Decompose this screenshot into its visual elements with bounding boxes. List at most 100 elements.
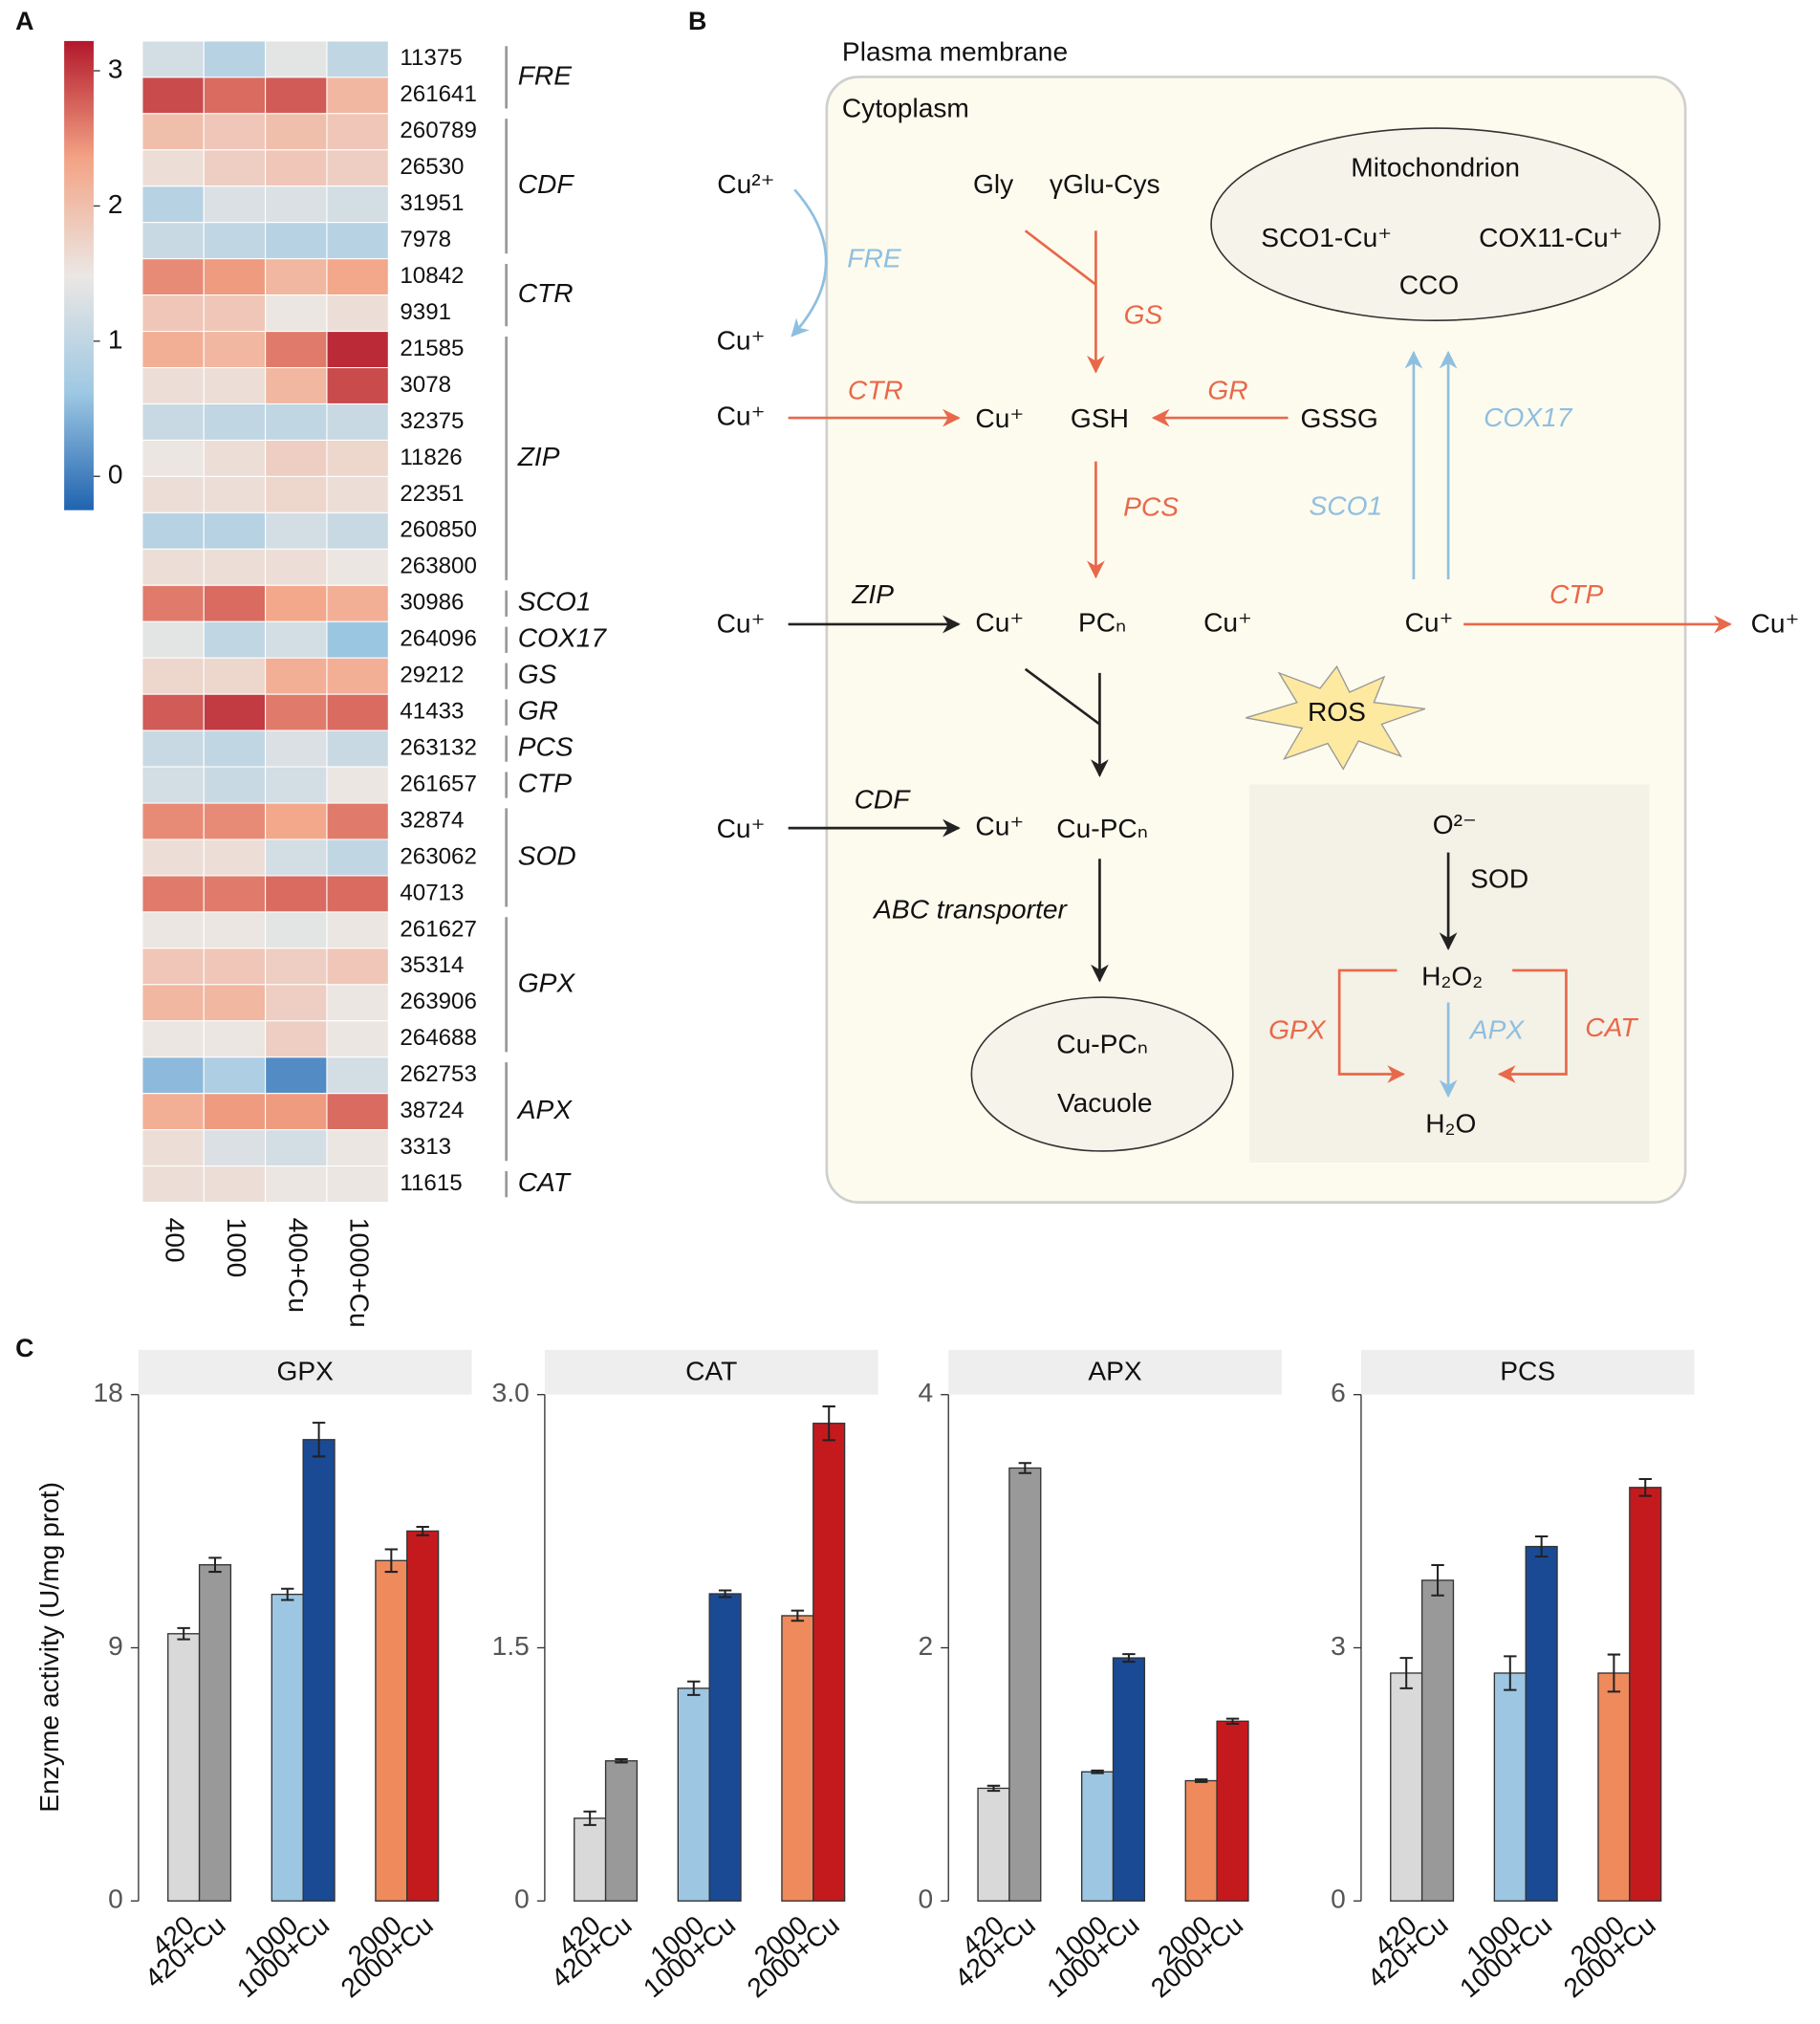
heatmap-cell bbox=[203, 947, 267, 986]
heatmap-cell bbox=[265, 294, 328, 333]
strip bbox=[544, 1349, 878, 1395]
row-label: 30986 bbox=[400, 590, 464, 616]
heatmap-cell bbox=[203, 729, 267, 768]
error-bar bbox=[1399, 1657, 1413, 1689]
heatmap-cell bbox=[141, 548, 205, 586]
bar bbox=[1112, 1657, 1146, 1902]
heatmap-cell bbox=[326, 1056, 389, 1095]
heatmap-cell bbox=[141, 802, 205, 840]
diagram-label: Cu²⁺ bbox=[717, 169, 774, 199]
row-label: 264096 bbox=[400, 626, 477, 652]
heatmap-cell bbox=[141, 475, 205, 513]
row-label: 40713 bbox=[400, 880, 464, 905]
error-bar bbox=[615, 1758, 628, 1764]
heatmap-cell bbox=[265, 729, 328, 768]
diagram-label: Cu⁺ bbox=[717, 325, 766, 355]
heatmap-cell bbox=[203, 1093, 267, 1131]
error-bar bbox=[1194, 1778, 1208, 1783]
heatmap-cell bbox=[265, 439, 328, 477]
bar bbox=[708, 1593, 742, 1902]
heatmap-cell bbox=[265, 222, 328, 260]
heatmap-cell bbox=[141, 984, 205, 1022]
diagram-label: Cu⁺ bbox=[975, 607, 1024, 637]
heatmap-cell bbox=[265, 403, 328, 441]
bar bbox=[167, 1633, 201, 1902]
row-label: 3078 bbox=[400, 372, 451, 398]
group-label: SOD bbox=[518, 840, 576, 870]
bar bbox=[1493, 1672, 1527, 1902]
row-label: 21585 bbox=[400, 336, 464, 361]
y-tick-label: 2 bbox=[918, 1631, 933, 1661]
y-tick-label: 1.5 bbox=[492, 1631, 530, 1661]
bar bbox=[1629, 1487, 1662, 1902]
y-tick-label: 0 bbox=[514, 1884, 530, 1914]
diagram-label: Cu⁺ bbox=[1405, 607, 1454, 637]
heatmap-cell bbox=[326, 984, 389, 1022]
group-label: CTR bbox=[518, 278, 574, 308]
heatmap-cell bbox=[141, 1056, 205, 1095]
bar bbox=[198, 1564, 232, 1902]
y-tick-label: 4 bbox=[918, 1378, 933, 1407]
strip bbox=[1360, 1349, 1695, 1395]
bar bbox=[1080, 1771, 1115, 1902]
heatmap-cell bbox=[203, 838, 267, 877]
heatmap-cell bbox=[326, 222, 389, 260]
y-tick-label: 0 bbox=[1331, 1884, 1346, 1914]
chart-title: GPX bbox=[276, 1356, 334, 1385]
row-label: 11375 bbox=[400, 45, 462, 71]
heatmap-cell bbox=[265, 766, 328, 804]
row-label: 29212 bbox=[400, 663, 464, 688]
arrow bbox=[1024, 229, 1097, 286]
error-bar bbox=[1431, 1563, 1444, 1597]
heatmap-cell bbox=[326, 76, 389, 115]
heatmap-cell bbox=[265, 40, 328, 78]
error-bar bbox=[1091, 1769, 1104, 1774]
group-label: CDF bbox=[518, 169, 575, 199]
heatmap-cell bbox=[326, 584, 389, 622]
heatmap-cell bbox=[203, 40, 267, 78]
bar bbox=[812, 1423, 846, 1902]
diagram-label: PCₙ bbox=[1078, 607, 1126, 637]
column-label: 400 bbox=[161, 1218, 190, 1263]
heatmap-cell bbox=[141, 294, 205, 333]
row-label: 9391 bbox=[400, 299, 451, 325]
heatmap-cell bbox=[326, 439, 389, 477]
colorbar-tick-label: 0 bbox=[108, 460, 123, 490]
arrow bbox=[791, 188, 828, 337]
group-label: PCS bbox=[518, 732, 574, 762]
row-label: 260789 bbox=[400, 118, 477, 143]
heatmap-cell bbox=[265, 1165, 328, 1204]
ros-star bbox=[1246, 664, 1426, 771]
heatmap-cell bbox=[141, 149, 205, 187]
heatmap-cell bbox=[326, 693, 389, 731]
heatmap-cell bbox=[203, 403, 267, 441]
row-label: 264688 bbox=[400, 1025, 477, 1051]
heatmap-cell bbox=[141, 258, 205, 296]
heatmap-cell bbox=[203, 1129, 267, 1167]
heatmap-cell bbox=[326, 366, 389, 405]
heatmap-cell bbox=[265, 113, 328, 151]
chart-title: PCS bbox=[1500, 1356, 1555, 1385]
heatmap-cell bbox=[326, 258, 389, 296]
heatmap-cell bbox=[203, 911, 267, 949]
heatmap-cell bbox=[326, 911, 389, 949]
diagram-label: Gly bbox=[973, 169, 1014, 199]
diagram-label: Cu⁺ bbox=[717, 814, 766, 843]
bar bbox=[604, 1760, 639, 1902]
bar bbox=[302, 1439, 336, 1902]
heatmap-cell bbox=[141, 693, 205, 731]
group-label: APX bbox=[516, 1095, 574, 1124]
row-label: 7978 bbox=[400, 227, 451, 252]
row-label: 26530 bbox=[400, 154, 464, 180]
diagram-label: GS bbox=[1124, 300, 1163, 330]
heatmap-cell bbox=[203, 1056, 267, 1095]
heatmap-cell bbox=[326, 766, 389, 804]
row-label: 262753 bbox=[400, 1061, 477, 1087]
ros-box bbox=[1249, 784, 1650, 1164]
diagram-label: ABC transporter bbox=[872, 895, 1068, 925]
heatmap-cell bbox=[203, 620, 267, 659]
error-bar bbox=[1225, 1717, 1240, 1725]
error-bar bbox=[822, 1405, 835, 1442]
diagram-label: FRE bbox=[847, 244, 902, 273]
